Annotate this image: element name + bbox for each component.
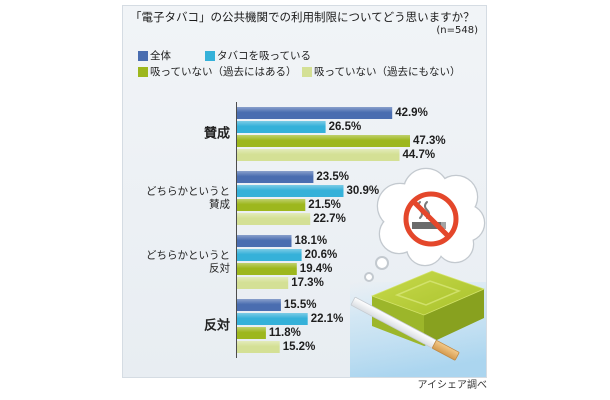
bar	[237, 121, 326, 133]
legend-label: タバコを吸っている	[217, 50, 311, 62]
legend-item-all: 全体	[138, 50, 171, 62]
legend-label: 吸っていない（過去にはある）	[150, 66, 297, 78]
bar	[237, 299, 281, 311]
bar	[237, 263, 297, 275]
data-label: 47.3%	[413, 135, 446, 147]
no-smoking-icon	[403, 191, 459, 247]
data-label: 19.4%	[300, 263, 333, 275]
chart-title: 「電子タバコ」の公共機関での利用制限についてどう思いますか？	[130, 10, 475, 24]
data-label: 44.7%	[403, 149, 436, 161]
data-label: 21.5%	[308, 199, 341, 211]
category-label: 賛成	[204, 126, 230, 142]
data-label: 22.1%	[311, 313, 344, 325]
bar	[237, 199, 306, 211]
data-label: 22.7%	[313, 213, 346, 225]
bar	[237, 341, 280, 353]
cigarette-icon	[350, 296, 460, 361]
legend-swatch	[138, 67, 148, 77]
data-label: 11.8%	[269, 327, 301, 339]
legend-label: 全体	[150, 50, 171, 62]
category-label: 反対	[209, 262, 230, 275]
legend-item-former-smokers: 吸っていない（過去にはある）	[138, 66, 296, 78]
bar	[237, 313, 308, 325]
bar	[237, 135, 410, 147]
data-label: 18.1%	[295, 235, 328, 247]
category-label: どちらかというと	[146, 186, 230, 198]
legend-swatch	[205, 51, 215, 61]
category-label: 反対	[204, 318, 230, 334]
legend-item-smokers: タバコを吸っている	[205, 50, 311, 62]
bar	[237, 235, 292, 247]
category-label: 賛成	[209, 198, 230, 211]
legend-swatch	[138, 51, 148, 61]
bar	[237, 249, 302, 261]
data-label: 17.3%	[291, 277, 324, 289]
bar	[237, 213, 311, 225]
bar	[237, 277, 289, 289]
source-credit: アイシェア調べ	[417, 380, 488, 391]
data-label: 26.5%	[329, 121, 362, 133]
data-label: 15.5%	[284, 299, 317, 311]
category-label: どちらかというと	[146, 250, 230, 262]
legend-item-never-smokers: 吸っていない（過去にもない）	[302, 66, 460, 78]
data-label: 15.2%	[283, 341, 316, 353]
sample-size-note: (n=548)	[436, 25, 478, 36]
bar	[237, 107, 393, 119]
data-label: 23.5%	[316, 171, 349, 183]
data-labels: 42.9% 26.5% 47.3% 44.7% 23.5% 30.9% 21.5% 22.7%…	[269, 107, 446, 353]
bar	[237, 171, 314, 183]
illustration	[350, 167, 486, 377]
bar-series-group	[237, 107, 410, 353]
bar	[237, 185, 344, 197]
legend-label: 吸っていない（過去にもない）	[314, 66, 461, 78]
legend-swatch	[302, 67, 312, 77]
data-label: 20.6%	[305, 249, 338, 261]
data-label: 42.9%	[395, 107, 428, 119]
bar	[237, 149, 400, 161]
data-label: 30.9%	[347, 185, 380, 197]
bar	[237, 327, 266, 339]
